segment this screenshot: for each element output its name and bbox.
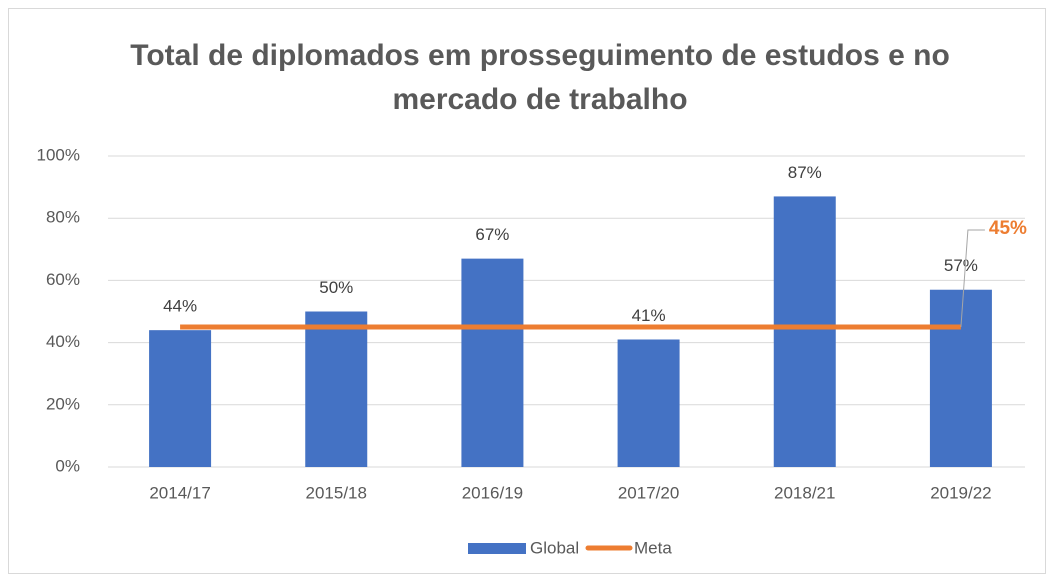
legend-label: Global [530,538,579,557]
y-tick-label: 80% [46,208,80,227]
x-tick-label: 2018/21 [774,483,835,502]
bar [305,311,368,467]
bar [929,289,992,467]
bar [461,258,524,467]
y-tick-label: 60% [46,270,80,289]
data-label: 44% [163,297,197,316]
legend-label: Meta [634,538,672,557]
bar [617,339,680,467]
data-label: 57% [944,256,978,275]
x-tick-label: 2019/22 [930,483,991,502]
data-label: 45% [989,218,1027,239]
data-label: 87% [788,163,822,182]
y-tick-label: 0% [55,456,80,475]
legend-swatch [468,543,526,554]
x-tick-label: 2016/19 [462,483,523,502]
x-tick-label: 2017/20 [618,483,679,502]
y-tick-label: 100% [37,145,80,164]
bar [773,196,836,467]
data-label: 67% [475,225,509,244]
leader-line [960,229,985,328]
y-tick-label: 20% [46,394,80,413]
data-label: 41% [632,306,666,325]
data-label: 50% [319,278,353,297]
chart-frame [8,8,1046,574]
x-tick-label: 2014/17 [149,483,210,502]
bar [149,330,212,467]
x-tick-label: 2015/18 [306,483,367,502]
chart-title: Total de diplomados em prosseguimento de… [130,39,950,116]
y-tick-label: 40% [46,332,80,351]
